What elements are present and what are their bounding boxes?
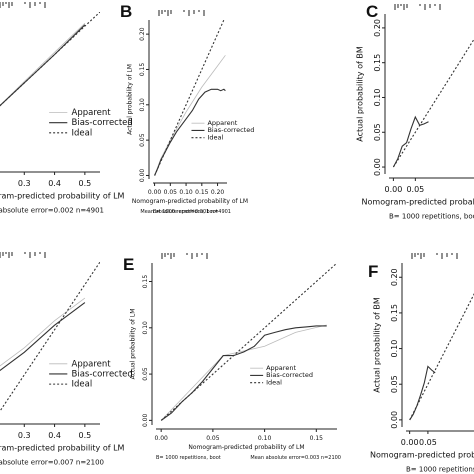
footer-left: B= 1000 repetitions, boot bbox=[406, 465, 474, 473]
series-layer bbox=[154, 20, 226, 176]
y-tick-label: 0.05 bbox=[142, 367, 149, 381]
legend-item: Bias-corrected bbox=[207, 126, 254, 134]
x-tick-label: 0.15 bbox=[310, 435, 324, 442]
series-bias-corrected bbox=[392, 115, 429, 168]
series-ideal bbox=[154, 20, 225, 176]
y-tick-label: 0.10 bbox=[373, 89, 382, 107]
x-tick-label: 0.00 bbox=[154, 435, 168, 442]
panel-b: 0.00 0.05 0.10 0.15 0.200.000.050.100.150.20… bbox=[127, 10, 254, 215]
series-layer bbox=[160, 263, 337, 421]
legend-item: Apparent bbox=[207, 119, 237, 127]
x-tick-label: 0.05 bbox=[206, 435, 220, 442]
footer-left: B= 1000 repetitions, boot bbox=[156, 455, 221, 461]
series-layer bbox=[0, 262, 100, 413]
y-tick-label: 0.10 bbox=[390, 340, 399, 358]
series-layer bbox=[0, 12, 100, 107]
series-apparent bbox=[154, 55, 226, 176]
legend-item: Apparent bbox=[72, 359, 112, 369]
x-axis-label: Nomogram-predicted probability of BM bbox=[370, 450, 474, 459]
x-tick-label: 0.3 bbox=[18, 179, 31, 188]
y-tick-label: 0.05 bbox=[373, 123, 382, 141]
x-tick-label: 0.20 bbox=[211, 189, 225, 196]
series-ideal bbox=[409, 293, 474, 421]
y-tick-label: 0.20 bbox=[373, 19, 382, 37]
series-apparent bbox=[0, 23, 86, 106]
x-axis-label: Nomogram-predicted probability of BM bbox=[362, 197, 474, 206]
series-ideal bbox=[0, 262, 100, 413]
legend-item: Ideal bbox=[266, 378, 282, 386]
series-layer bbox=[409, 293, 474, 421]
series-layer bbox=[392, 38, 474, 168]
x-axis-label: Nomogram-predicted probability of LM bbox=[132, 198, 248, 205]
x-tick-label: 0.10 bbox=[258, 435, 272, 442]
series-bias-corrected bbox=[0, 302, 86, 372]
panel-label-b: B bbox=[120, 2, 132, 21]
x-tick-label: 0.4 bbox=[48, 431, 61, 440]
x-tick-label: 0.4 bbox=[48, 179, 61, 188]
x-tick-label: 0.3 bbox=[18, 431, 31, 440]
panel-e: 0.00 0.05 0.10 0.15 0.00 0.05 0.10 0.15 Nomogram… bbox=[130, 253, 341, 461]
footer-right: Mean absolute error=0.001 n=4901 bbox=[140, 209, 231, 215]
footer-right: Mean absolute error=0.003 n=2100 bbox=[250, 455, 341, 461]
x-axis-label: Nomogram-predicted probability of LM bbox=[0, 443, 125, 452]
y-axis-label: Actual probability of LM bbox=[127, 64, 134, 135]
y-tick-label: 0.00 bbox=[390, 411, 399, 429]
x-axis-label: Nomogram-predicted probability of LM bbox=[188, 444, 304, 451]
panel-label-f: F bbox=[368, 262, 378, 281]
y-tick-label: 0.15 bbox=[390, 304, 399, 322]
y-tick-label: 0.15 bbox=[142, 275, 149, 289]
series-bias-corrected bbox=[154, 88, 226, 176]
x-tick-label: 0.10 bbox=[179, 189, 193, 196]
x-tick-label: 0.05 bbox=[419, 438, 437, 447]
x-tick-label: 0.5 bbox=[78, 179, 91, 188]
y-tick-label: 0.05 bbox=[390, 375, 399, 393]
panel-f: 0.00 0.050.000.050.100.150.20Nomogram-pre… bbox=[370, 253, 474, 473]
footer-left: B= 1000 repetitions, boot bbox=[389, 212, 474, 220]
legend-item: Apparent bbox=[266, 364, 296, 372]
x-tick-label: 0.00 bbox=[401, 438, 419, 447]
y-tick-label: 0.15 bbox=[139, 63, 146, 77]
series-ideal bbox=[160, 263, 337, 421]
y-tick-label: 0.20 bbox=[139, 27, 146, 41]
x-tick-label: 0.15 bbox=[195, 189, 209, 196]
panel-a: 0.3 0.4 0.5 Nomogram-predicted probability … bbox=[0, 2, 133, 214]
panel-label-c: C bbox=[366, 2, 378, 21]
panel-d: 0.3 0.4 0.5 Nomogram-predicted probability … bbox=[0, 252, 133, 466]
panel-c: 0.00 0.05 0.00 0.05 0.10 0.15 0.20 Nomogram-pre… bbox=[356, 4, 474, 220]
x-axis-label: Nomogram-predicted probability of LM bbox=[0, 191, 125, 200]
y-tick-label: 0.05 bbox=[139, 133, 146, 147]
y-tick-label: 0.00 bbox=[373, 158, 382, 176]
legend-item: Ideal bbox=[207, 133, 223, 141]
y-tick-label: 0.20 bbox=[390, 268, 399, 286]
series-bias-corrected bbox=[0, 24, 86, 107]
footer-right: Mean absolute error=0.002 n=4901 bbox=[0, 206, 104, 214]
legend-item: Bias-corrected bbox=[266, 371, 313, 379]
x-tick-label: 0.00 bbox=[148, 189, 162, 196]
panel-label-e: E bbox=[123, 255, 134, 274]
x-tick-label: 0.00 bbox=[384, 185, 402, 194]
y-axis-label: Actual probability of LM bbox=[130, 309, 137, 380]
footer-right: Mean absolute error=0.007 n=2100 bbox=[0, 458, 104, 466]
series-ideal bbox=[0, 12, 100, 107]
x-tick-label: 0.5 bbox=[78, 431, 91, 440]
y-axis-label: Actual probability of BM bbox=[356, 46, 365, 142]
series-apparent bbox=[0, 297, 86, 367]
y-tick-label: 0.00 bbox=[142, 414, 149, 428]
y-tick-label: 0.10 bbox=[142, 321, 149, 335]
legend-item: Bias-corrected bbox=[72, 118, 133, 128]
series-apparent bbox=[160, 324, 327, 421]
legend-item: Ideal bbox=[72, 128, 93, 138]
footer-left: B= 1000 repetitions, boot bbox=[153, 209, 218, 215]
legend-item: Ideal bbox=[72, 380, 93, 390]
y-axis-label: Actual probability of BM bbox=[373, 297, 382, 393]
legend-item: Apparent bbox=[72, 108, 112, 118]
legend-item: Bias-corrected bbox=[72, 369, 133, 379]
y-tick-label: 0.10 bbox=[139, 98, 146, 112]
x-tick-label: 0.05 bbox=[164, 189, 178, 196]
x-tick-label: 0.05 bbox=[406, 185, 424, 194]
y-tick-label: 0.15 bbox=[373, 54, 382, 72]
y-tick-label: 0.00 bbox=[139, 169, 146, 183]
